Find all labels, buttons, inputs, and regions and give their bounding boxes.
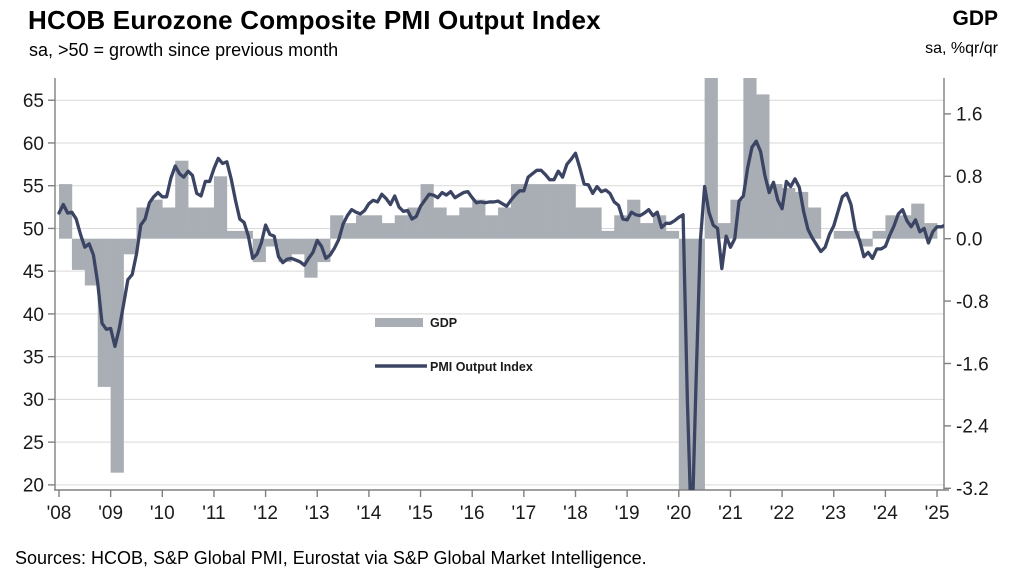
gdp-bar	[627, 199, 641, 239]
legend-gdp-swatch	[375, 318, 423, 327]
x-axis-label: '25	[925, 503, 950, 524]
gdp-bar	[162, 207, 176, 239]
gdp-bars	[59, 78, 938, 490]
right-axis-subtitle: sa, %qr/qr	[925, 40, 998, 57]
left-axis-label: 35	[23, 347, 44, 368]
right-axis-label: -2.4	[956, 417, 989, 438]
gdp-bar	[459, 207, 473, 239]
gdp-bar	[665, 230, 680, 239]
left-axis-label: 40	[23, 305, 44, 326]
gdp-bar	[782, 187, 796, 239]
gdp-bar	[472, 199, 486, 239]
x-axis-label: '16	[460, 503, 485, 524]
gdp-bar	[601, 230, 615, 239]
gdp-bar	[640, 223, 654, 239]
gdp-bar	[446, 215, 460, 239]
x-axis-label: '18	[563, 503, 588, 524]
gdp-bar	[394, 215, 408, 239]
gdp-bar	[343, 223, 357, 239]
gdp-bar	[355, 215, 370, 239]
gdp-bar	[652, 215, 667, 239]
x-axis-label: '24	[873, 503, 898, 524]
x-axis-label: '20	[666, 503, 691, 524]
left-axis-label: 25	[23, 433, 44, 454]
gridlines	[55, 99, 944, 486]
x-axis-label: '13	[305, 503, 330, 524]
page-title: HCOB Eurozone Composite PMI Output Index	[28, 5, 601, 35]
gdp-bar	[846, 230, 860, 239]
gdp-bar	[549, 184, 563, 239]
pmi-line-layer	[57, 139, 944, 490]
left-axis-label: 50	[23, 219, 44, 240]
pmi-line	[57, 139, 944, 490]
gdp-bar	[175, 160, 189, 239]
x-axis-label: '08	[47, 503, 72, 524]
gdp-bar	[123, 238, 137, 255]
gdp-bar	[97, 238, 111, 387]
x-axis-label: '22	[770, 503, 795, 524]
left-axis-label: 45	[23, 262, 44, 283]
x-axis-label: '19	[615, 503, 640, 524]
right-axis-header: GDP sa, %qr/qr	[925, 7, 998, 58]
x-axis-label: '10	[150, 503, 175, 524]
gdp-bar	[381, 223, 396, 239]
legend: GDP PMI Output Index	[375, 316, 533, 374]
gdp-bar	[368, 215, 383, 239]
gdp-bar	[71, 238, 86, 270]
gdp-bar	[575, 207, 589, 239]
gdp-bar	[188, 207, 202, 239]
right-axis-title: GDP	[952, 7, 998, 30]
gdp-bar	[523, 184, 538, 239]
x-axis-label: '14	[357, 503, 382, 524]
x-axis-label: '21	[718, 503, 743, 524]
gdp-bar	[588, 207, 602, 239]
gdp-bar	[420, 184, 434, 239]
right-axis-label: -0.8	[956, 292, 989, 313]
gdp-bar	[717, 223, 731, 239]
gdp-bar	[562, 184, 576, 239]
x-axis-label: '15	[408, 503, 433, 524]
x-axis-label: '17	[511, 503, 536, 524]
gdp-bar	[110, 238, 124, 473]
left-axis-label: 60	[23, 134, 44, 155]
right-axis-label: 0.0	[956, 230, 982, 251]
sources-note: Sources: HCOB, S&P Global PMI, Eurostat …	[15, 548, 647, 568]
left-axis-label: 20	[23, 476, 44, 497]
legend-gdp-label: GDP	[430, 316, 457, 330]
left-axis-label: 55	[23, 177, 44, 198]
legend-pmi-label: PMI Output Index	[430, 360, 533, 374]
right-axis-label: 0.8	[956, 167, 982, 188]
gdp-bar	[833, 230, 847, 239]
gdp-bar	[485, 215, 499, 239]
gdp-bar	[226, 230, 241, 239]
left-axis-label: 30	[23, 390, 44, 411]
x-axis-label: '12	[253, 503, 278, 524]
gdp-bar	[859, 238, 873, 247]
left-axis-label: 65	[23, 91, 44, 112]
gdp-bar	[795, 191, 809, 239]
x-axis-label: '11	[202, 503, 225, 524]
gdp-bar	[201, 207, 215, 239]
gdp-bar	[872, 230, 886, 239]
gdp-bar	[536, 184, 550, 239]
x-axis-label: '23	[821, 503, 846, 524]
gdp-bar	[769, 184, 783, 239]
gdp-bar	[498, 207, 512, 239]
right-axis-label: -1.6	[956, 354, 989, 375]
right-axis-label: 1.6	[956, 105, 982, 126]
gdp-bar	[278, 238, 292, 263]
page-subtitle: sa, >50 = growth since previous month	[29, 40, 339, 60]
gdp-bar	[433, 207, 447, 239]
gdp-bar	[149, 199, 163, 239]
x-axis-label: '09	[98, 503, 123, 524]
gdp-bar	[614, 215, 628, 239]
right-axis-label: -3.2	[956, 479, 989, 500]
axes: 65 60 55 50 45 40 35 30 25 20 1.6 0.8 0.0 -0.8 -1.6 -2.…	[23, 78, 989, 524]
gdp-bar	[291, 238, 305, 255]
gdp-bar	[265, 238, 279, 247]
gdp-bar	[807, 207, 822, 239]
gdp-bar	[213, 176, 228, 239]
